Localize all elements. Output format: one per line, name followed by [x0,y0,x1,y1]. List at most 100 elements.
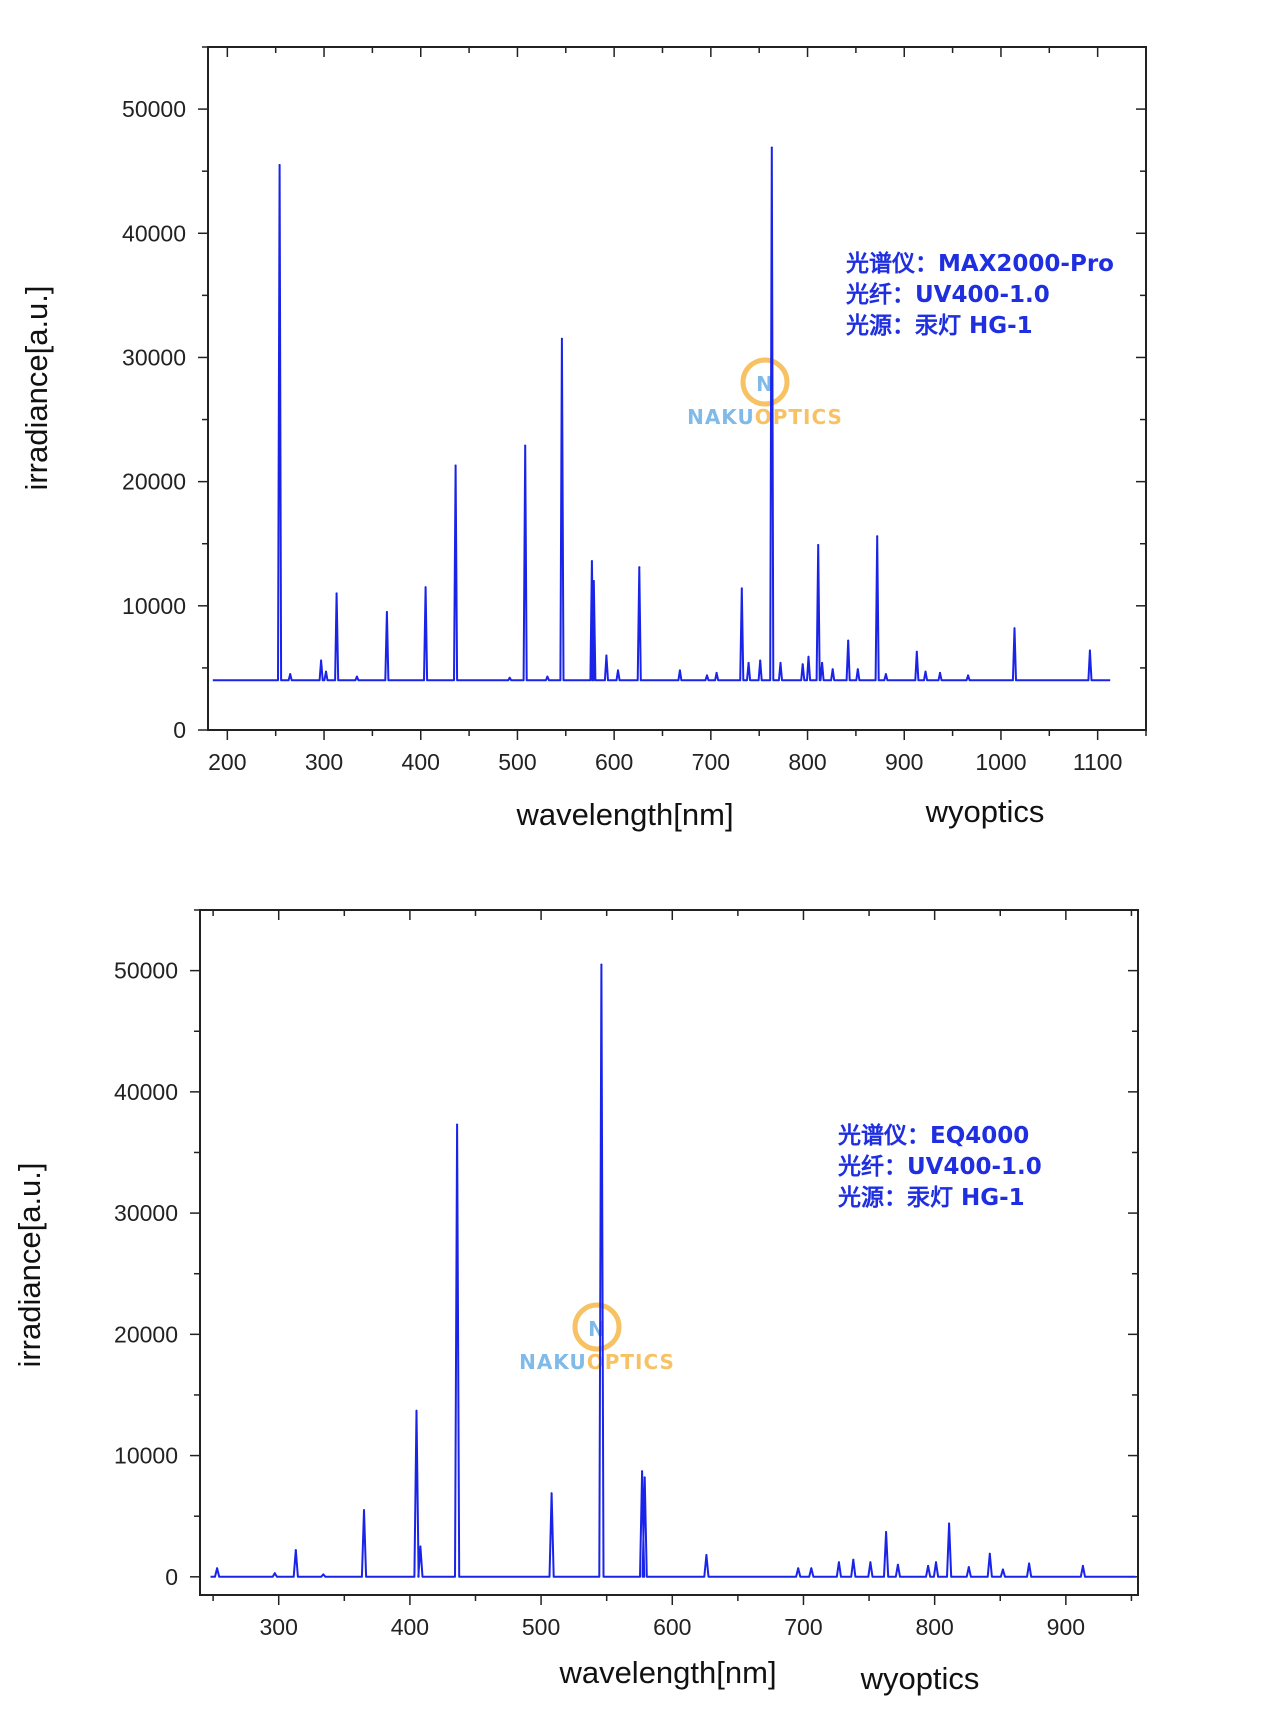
y-tick-label: 20000 [122,469,186,495]
x-tick-label: 700 [784,1614,822,1640]
spectrum-peak [810,1567,813,1570]
spectrum-peak [988,1552,991,1555]
svg-text:NAKUOPTICS: NAKUOPTICS [519,1350,675,1374]
spectrum-peak [1088,649,1091,652]
info-line: 光源：汞灯 HG-1 [837,1185,1025,1211]
y-tick-label: 10000 [122,593,186,619]
chart-max2000-pro: 200 300 400 500 600 700 800 900 1000 1100 0 10000 20… [19,46,1147,832]
spectrum-peak [896,1563,899,1566]
spectrum-peak [524,444,527,447]
spectrum-peak [419,1545,422,1548]
x-tick-label: 300 [260,1614,298,1640]
spectrum-peak [801,663,804,666]
spectrum-peak [847,639,850,642]
spectrum-peak [605,654,608,657]
spectrum-peak [592,580,595,582]
x-tick-label: 700 [692,749,730,775]
plot-frame [199,909,1139,1596]
x-tick-label: 300 [305,749,343,775]
svg-text:NAKUOPTICS: NAKUOPTICS [687,405,843,429]
spectrum-peak [807,655,810,658]
x-tick-label: 1100 [1073,749,1122,775]
x-axis-label: wavelength[nm] [558,1655,776,1690]
spectrum-peak [869,1561,872,1564]
spectrum-peak [600,963,603,966]
y-tick-label: 20000 [114,1321,178,1347]
spectrum-peak [278,164,281,166]
info-line: 光谱仪：EQ4000 [837,1122,1029,1149]
x-tick-label: 400 [402,749,440,775]
spectrum-line [210,963,1136,1578]
spectrum-peak [415,1409,418,1412]
spectrum-peak [678,669,681,672]
spectrum-peak [320,659,323,662]
spectrum-peak [590,560,593,563]
x-tick-label: 1000 [975,749,1026,775]
y-tick-label: 40000 [122,220,186,246]
spectrum-peak [641,1470,644,1473]
credit-label: wyoptics [860,1661,980,1696]
credit-label: wyoptics [925,794,1045,829]
spectrum-peak [740,587,743,590]
y-tick-label: 40000 [114,1079,178,1105]
spectrum-peak [424,586,427,589]
spectrum-peak [948,1522,951,1525]
spectrum-peak [638,566,641,569]
x-tick-label: 600 [653,1614,691,1640]
spectrum-peak [355,675,358,678]
x-tick-label: 800 [915,1614,953,1640]
chart-eq4000: 300 400 500 600 700 800 900 0 10000 20000 30000 400… [12,909,1139,1696]
spectrum-peak [273,1572,276,1575]
spectrum-peak [837,1561,840,1564]
spectrum-peak [363,1509,365,1512]
spectrum-peak [294,1549,297,1552]
spectrum-peak [325,670,327,673]
spectrum-peak [546,675,549,678]
y-tick-label: 50000 [122,96,186,122]
spectrum-peak [1028,1562,1031,1565]
y-tick-label: 0 [165,1564,178,1590]
spectrum-peak [1081,1564,1084,1567]
spectrum-peak [747,661,750,664]
spectrum-peak [456,1123,459,1126]
spectrum-peak [1001,1568,1004,1571]
svg-text:N: N [756,372,774,396]
y-tick-label: 0 [173,717,186,743]
x-tick-label: 900 [885,749,923,775]
spectrum-peak [322,1573,325,1576]
spectrum-peak [856,668,859,671]
y-tick-label: 10000 [114,1443,178,1469]
spectrum-peak [831,668,834,671]
info-line: 光源：汞灯 HG-1 [845,313,1033,339]
plot-frame [207,46,1147,731]
info-line: 光纤：UV400-1.0 [845,281,1050,308]
spectrum-peak [216,1567,219,1570]
x-tick-label: 900 [1047,1614,1085,1640]
spectrum-peak [935,1561,937,1564]
spectrum-peak [1013,627,1016,630]
spectrum-peak [454,464,457,467]
spectrum-peak [759,659,762,662]
spectrum-peak [885,1531,888,1533]
spectrum-peak [335,592,338,595]
spectrum-peak [560,337,563,340]
spectrum-peak [617,669,619,672]
x-tick-label: 800 [788,749,826,775]
spectrum-peak [876,535,879,538]
info-line: 光谱仪：MAX2000-Pro [845,250,1114,277]
y-axis-label: irradiance[a.u.] [12,1162,47,1367]
spectrum-line [212,146,1111,682]
x-tick-label: 500 [522,1614,560,1640]
spectrum-peak [817,544,820,546]
spectrum-peak [915,650,918,653]
spectrum-peak [289,673,292,676]
spectrum-peak [939,671,941,674]
y-tick-label: 30000 [122,344,186,370]
spectrum-peak [927,1564,930,1567]
spectrum-peak [770,146,773,149]
x-tick-label: 600 [595,749,633,775]
spectrum-peak [385,611,388,613]
spectrum-peak [508,676,511,679]
